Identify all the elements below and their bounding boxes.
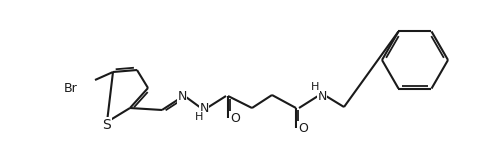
Text: O: O [230, 111, 240, 125]
Text: H: H [311, 82, 319, 92]
Text: H: H [195, 112, 203, 122]
Text: Br: Br [64, 82, 78, 96]
Text: N: N [317, 89, 327, 103]
Text: O: O [298, 122, 308, 134]
Text: N: N [177, 91, 187, 104]
Text: S: S [103, 118, 111, 132]
Text: N: N [199, 102, 209, 115]
